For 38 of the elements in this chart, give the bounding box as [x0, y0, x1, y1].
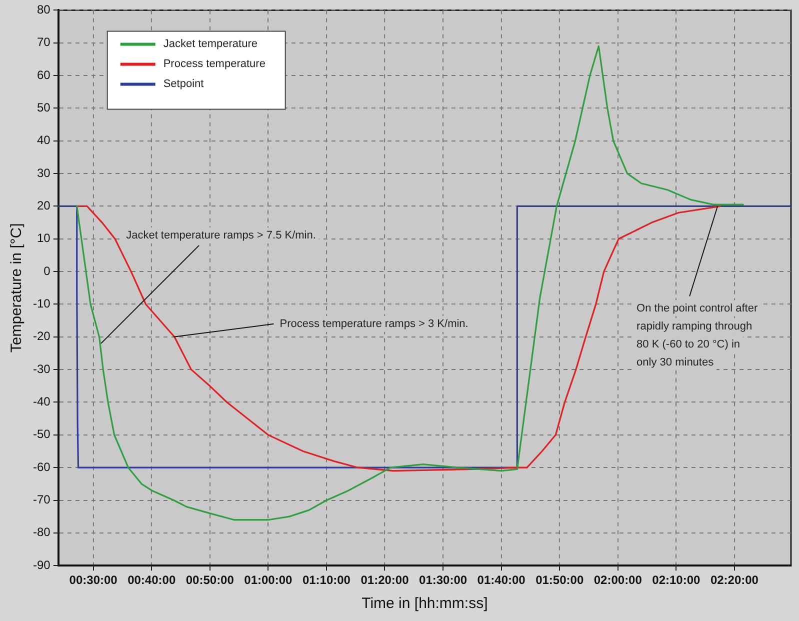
y-tick-label: 10	[36, 231, 51, 246]
y-tick-label: -80	[33, 525, 51, 540]
x-tick-label: 02:10:00	[652, 573, 701, 588]
y-tick-label: 50	[36, 100, 51, 115]
legend-label: Setpoint	[163, 78, 204, 90]
y-tick-label: 40	[36, 133, 51, 148]
x-tick-label: 00:50:00	[186, 573, 234, 588]
y-tick-label: -50	[33, 427, 51, 442]
x-tick-label: 02:00:00	[594, 573, 642, 588]
y-tick-label: 30	[36, 166, 51, 180]
annotation: Jacket temperature ramps > 7.5 K/min.	[126, 229, 316, 242]
y-axis-title: Temperature in [°C]	[8, 223, 26, 353]
y-tick-label: -30	[33, 362, 51, 376]
x-tick-label: 01:40:00	[477, 573, 526, 588]
y-tick-label: 60	[36, 68, 51, 82]
y-tick-label: -40	[33, 394, 51, 409]
x-tick-label: 01:10:00	[302, 573, 351, 588]
y-tick-label: -10	[33, 296, 51, 311]
y-tick-label: 70	[36, 35, 51, 50]
annotation: On the point control after rapidly ramping through 80 K (-60 to 20 °C) in only 30 minutes	[636, 302, 758, 368]
legend-label: Process temperature	[163, 58, 266, 70]
y-tick-label: -60	[33, 460, 51, 474]
x-tick-label: 00:30:00	[69, 573, 118, 588]
y-tick-label: 20	[36, 198, 51, 213]
y-tick-label: -20	[33, 329, 51, 344]
x-tick-label: 01:20:00	[360, 573, 410, 588]
y-tick-label: -90	[33, 558, 51, 572]
x-tick-label: 00:40:00	[128, 573, 176, 588]
y-tick-label: 80	[36, 2, 51, 17]
x-tick-label: 01:30:00	[419, 573, 468, 588]
x-tick-label: 01:50:00	[536, 573, 584, 588]
y-tick-label: -70	[33, 492, 51, 507]
x-tick-label: 02:20:00	[710, 573, 759, 588]
legend-label: Jacket temperature	[163, 38, 258, 50]
y-tick-label: 0	[44, 264, 51, 278]
x-tick-label: 01:00:00	[244, 573, 293, 588]
x-axis-title: Time in [hh:mm:ss]	[362, 595, 488, 612]
annotation: Process temperature ramps > 3 K/min.	[280, 318, 468, 330]
